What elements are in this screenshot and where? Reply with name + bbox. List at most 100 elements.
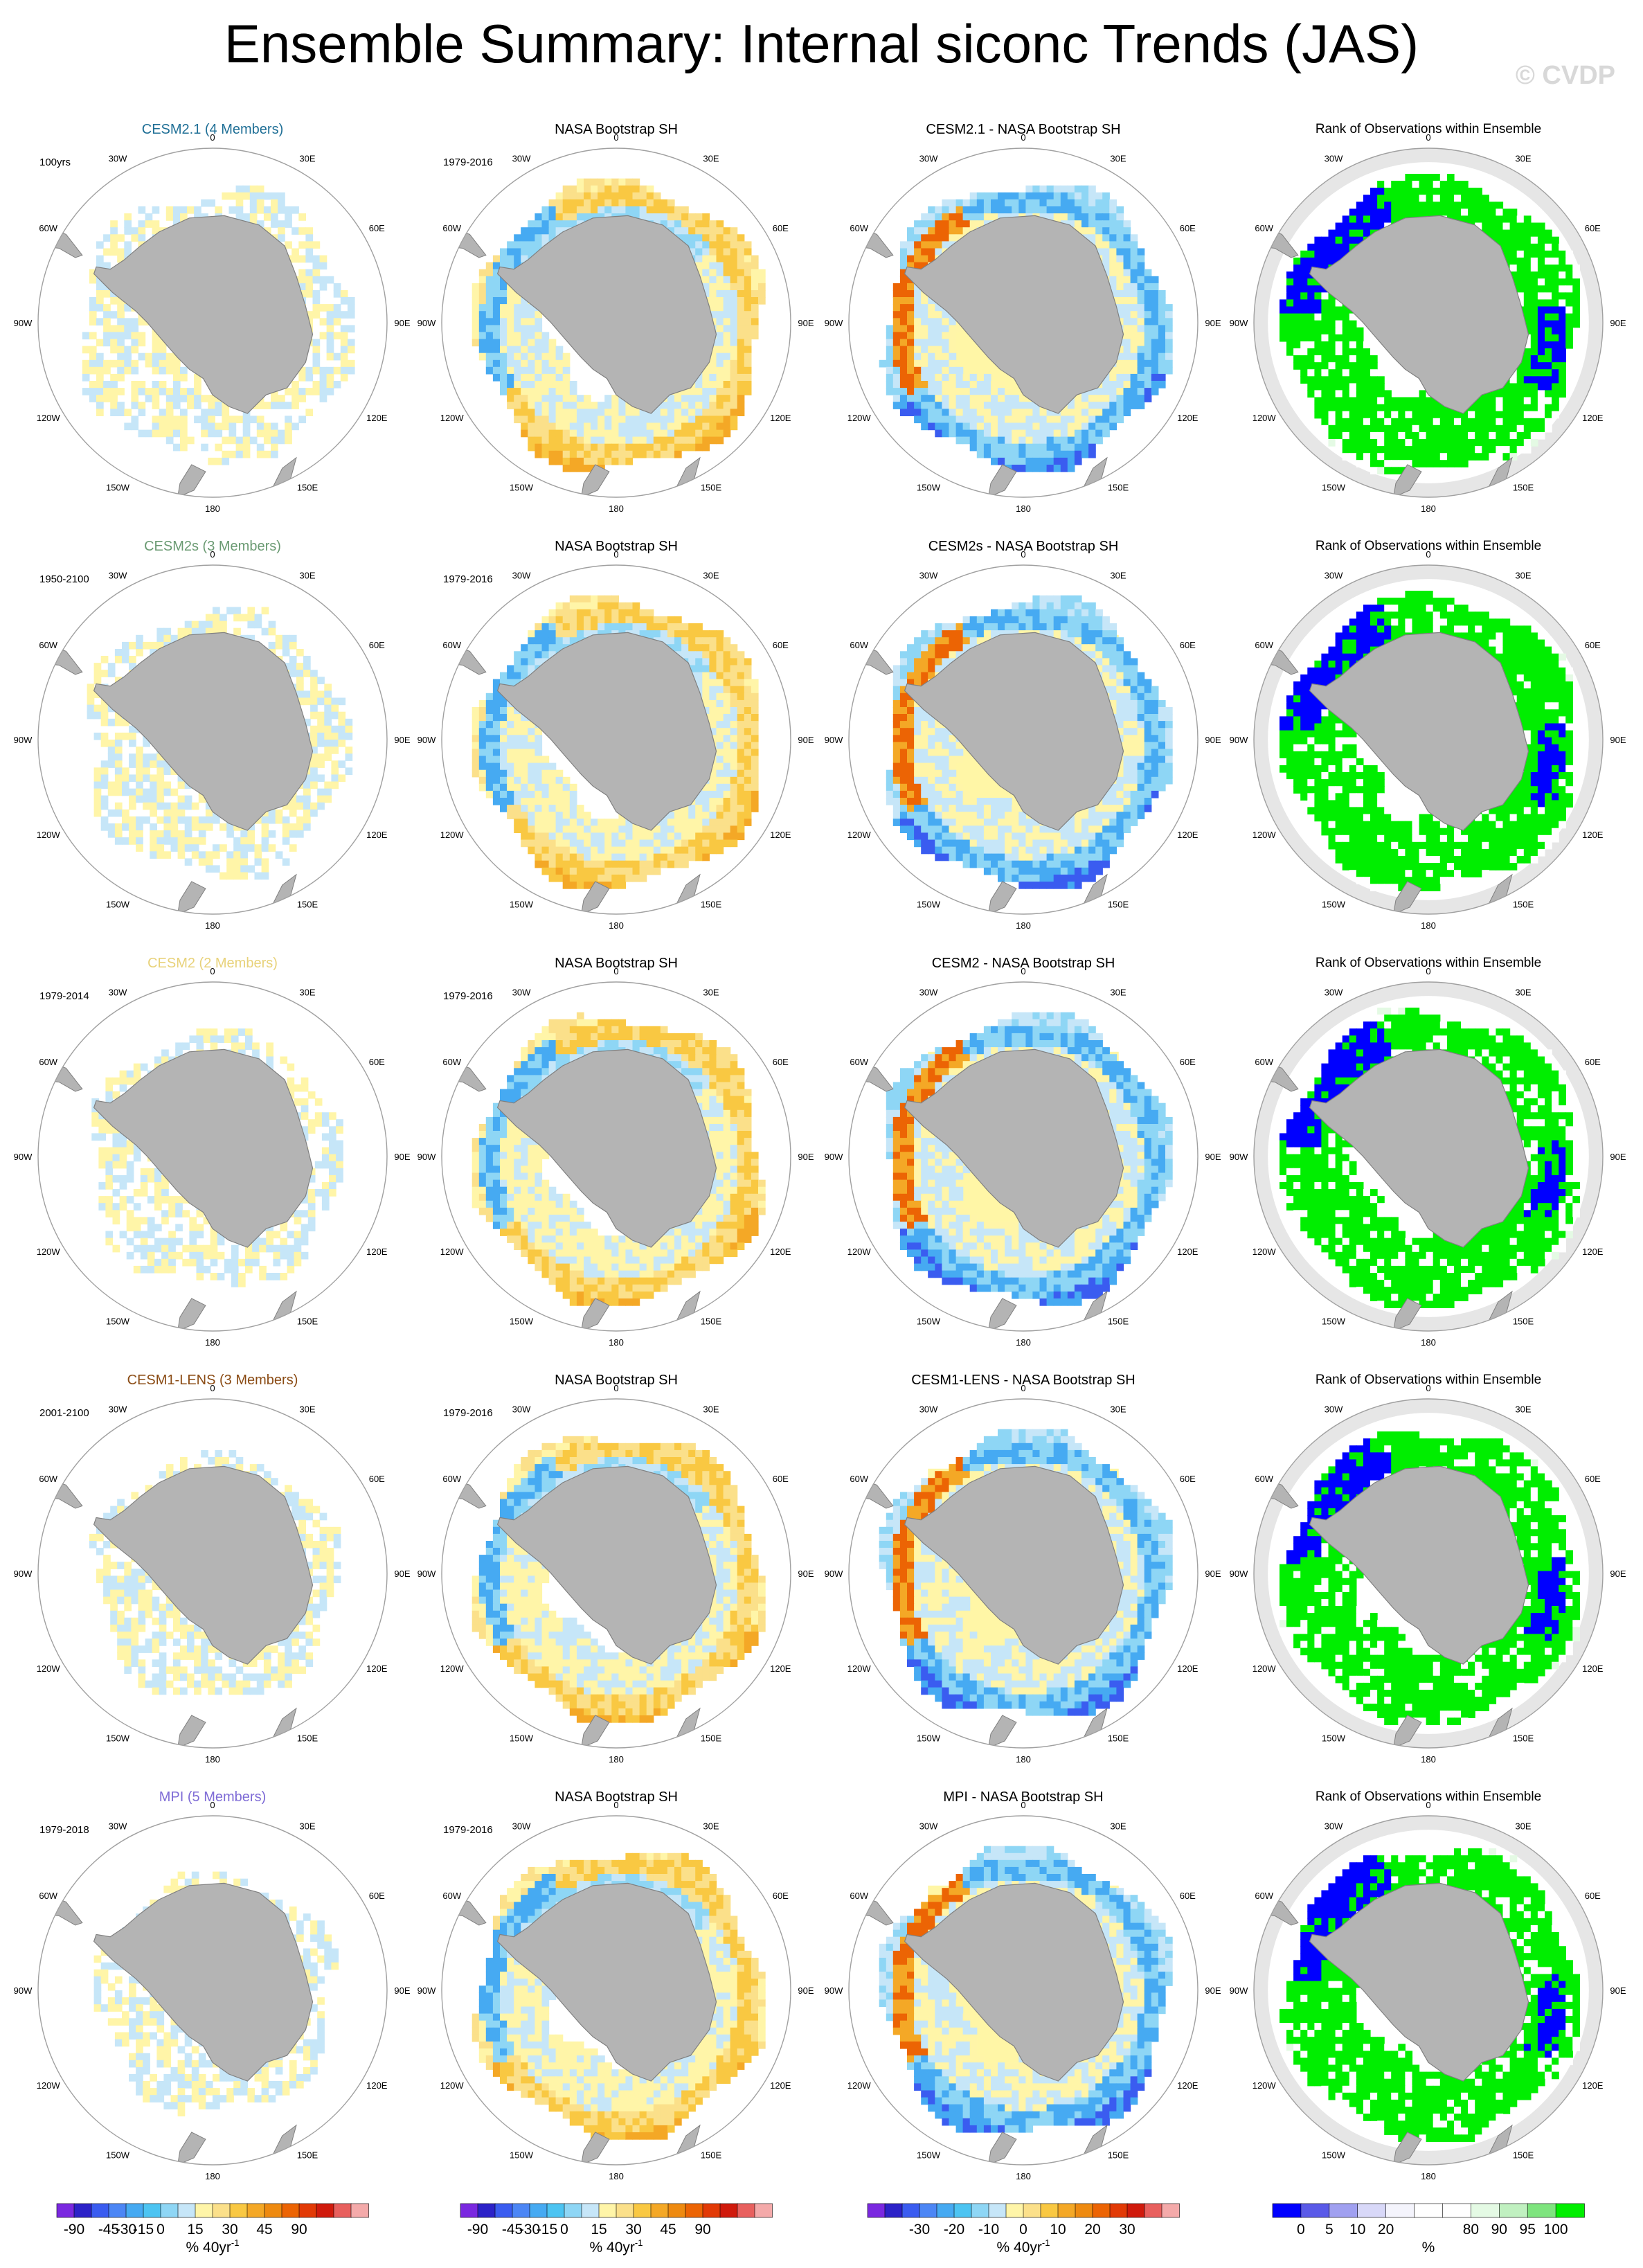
colorbar-swatch — [478, 2204, 496, 2217]
colorbar-tick-label: 20 — [1378, 2222, 1394, 2238]
longitude-label: 30E — [299, 571, 315, 581]
cvdp-watermark: © CVDP — [1516, 61, 1615, 91]
colorbar-swatch — [495, 2204, 513, 2217]
longitude-label: 180 — [609, 1337, 624, 1348]
colorbar-swatch — [720, 2204, 738, 2217]
longitude-label: 60W — [39, 1474, 57, 1484]
colorbar-swatch — [1093, 2204, 1111, 2217]
longitude-label: 150W — [106, 1733, 130, 1743]
model-title: CESM2s (3 Members) — [144, 539, 281, 555]
longitude-label: 120W — [440, 1247, 465, 1257]
colorbar-tick-label: -10 — [978, 2222, 999, 2238]
longitude-label: 60E — [1585, 640, 1601, 650]
colorbar-tick-label: -90 — [64, 2222, 84, 2238]
colorbar-tick-label: 20 — [1084, 2222, 1100, 2238]
longitude-label: 90W — [825, 1152, 843, 1162]
longitude-label: 90E — [1205, 735, 1221, 745]
longitude-label: 120E — [1582, 413, 1604, 423]
colorbar-swatch — [1127, 2204, 1145, 2217]
colorbar-swatch — [651, 2204, 669, 2217]
longitude-label: 90W — [825, 318, 843, 328]
longitude-label: 120E — [1582, 1663, 1604, 1674]
longitude-label: 60E — [1180, 640, 1196, 650]
longitude-label: 150E — [297, 1316, 318, 1326]
longitude-label: 60W — [442, 640, 461, 650]
longitude-label: 120W — [1253, 2080, 1277, 2091]
figure-title: Ensemble Summary: Internal siconc Trends… — [0, 12, 1643, 75]
longitude-label: 120E — [366, 1247, 388, 1257]
colorbar-tick-label: 90 — [291, 2222, 307, 2238]
longitude-label: 90E — [1610, 318, 1626, 328]
longitude-label: 180 — [1016, 920, 1031, 931]
longitude-label: 30W — [109, 1821, 127, 1832]
colorbar-swatch — [1415, 2204, 1443, 2217]
longitude-label: 60W — [1255, 1474, 1273, 1484]
longitude-label: 60W — [442, 1057, 461, 1067]
longitude-label: 90E — [1610, 735, 1626, 745]
longitude-label: 150E — [297, 1733, 318, 1743]
colorbar-tick-label: 30 — [625, 2222, 641, 2238]
longitude-label: 90W — [418, 1152, 436, 1162]
longitude-label: 60E — [1180, 1057, 1196, 1067]
longitude-label: 120W — [847, 2080, 872, 2091]
longitude-label: 90W — [1230, 318, 1248, 328]
longitude-label: 60E — [773, 1057, 789, 1067]
colorbar-tick-label: 0 — [560, 2222, 568, 2238]
colorbar-tick-label: 30 — [222, 2222, 237, 2238]
longitude-label: 90E — [1205, 1985, 1221, 1996]
colorbar-swatch — [316, 2204, 334, 2217]
longitude-label: 120W — [37, 830, 61, 840]
colorbar-swatch — [1006, 2204, 1024, 2217]
longitude-label: 90W — [14, 1152, 33, 1162]
longitude-label: 180 — [1016, 2171, 1031, 2181]
colorbar-unit: % 40yr-1 — [186, 2238, 240, 2256]
longitude-label: 30W — [109, 988, 127, 998]
model-period: 2001-2100 — [39, 1407, 89, 1419]
colorbar-swatch — [1301, 2204, 1329, 2217]
longitude-label: 120W — [1253, 830, 1277, 840]
longitude-label: 60E — [773, 640, 789, 650]
longitude-label: 90E — [394, 1985, 410, 1996]
longitude-label: 90W — [1230, 1569, 1248, 1579]
longitude-label: 150E — [1513, 1733, 1534, 1743]
colorbar-swatch — [161, 2204, 179, 2217]
longitude-label: 30W — [109, 1404, 127, 1415]
longitude-label: 120W — [1253, 1663, 1277, 1674]
longitude-label: 150E — [1108, 2150, 1129, 2160]
longitude-label: 150W — [106, 899, 130, 909]
longitude-label: 150E — [1108, 1316, 1129, 1326]
longitude-label: 120W — [37, 413, 61, 423]
longitude-label: 90W — [14, 1985, 33, 1996]
longitude-label: 30E — [703, 1404, 719, 1415]
longitude-label: 90E — [798, 318, 814, 328]
observation-title: NASA Bootstrap SH — [555, 1789, 678, 1805]
longitude-label: 180 — [1016, 503, 1031, 514]
colorbar-swatch — [230, 2204, 248, 2217]
longitude-label: 120W — [440, 413, 465, 423]
longitude-label: 120W — [1253, 1247, 1277, 1257]
colorbar-swatch — [564, 2204, 582, 2217]
longitude-label: 60W — [39, 1057, 57, 1067]
difference-title: CESM2s - NASA Bootstrap SH — [928, 539, 1119, 555]
colorbar-tick-label: 5 — [1325, 2222, 1334, 2238]
colorbar-tick-label: -15 — [537, 2222, 557, 2238]
colorbar-tick-label: 0 — [1019, 2222, 1027, 2238]
difference-title: CESM2 - NASA Bootstrap SH — [932, 956, 1115, 972]
longitude-label: 30W — [919, 988, 938, 998]
longitude-label: 120E — [1177, 2080, 1198, 2091]
colorbar-swatch — [91, 2204, 109, 2217]
longitude-label: 150W — [917, 482, 941, 492]
longitude-label: 30E — [1515, 571, 1531, 581]
longitude-label: 150W — [106, 482, 130, 492]
longitude-label: 30E — [703, 988, 719, 998]
longitude-label: 30E — [703, 571, 719, 581]
longitude-label: 150W — [106, 2150, 130, 2160]
longitude-label: 90W — [825, 1985, 843, 1996]
